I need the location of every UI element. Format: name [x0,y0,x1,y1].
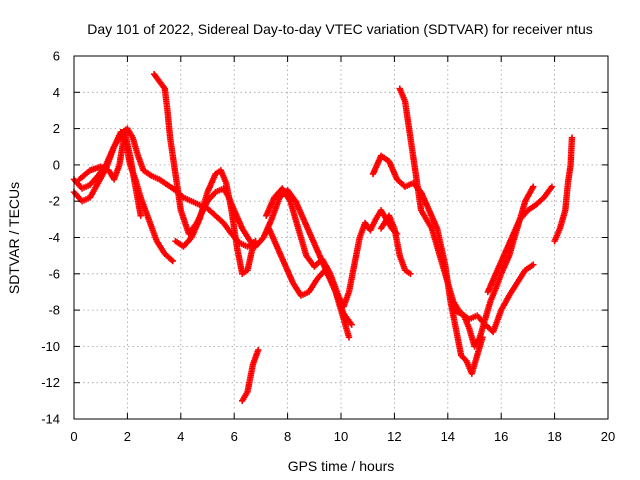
x-tick-labels: 0 2 4 6 8 10 12 14 16 18 20 [70,429,615,444]
series-arc-7 [263,185,401,310]
data-point [249,243,257,250]
axis-ticks [73,55,609,420]
series-arc-2 [70,125,259,250]
series-arc-4 [150,70,355,328]
x-tick-label: 4 [177,429,184,444]
x-tick-label: 6 [231,429,238,444]
series-arc-9 [369,152,486,377]
y-tick-label: -12 [41,375,60,390]
data-point [345,334,353,341]
y-tick-label: -10 [41,339,60,354]
x-axis-label: GPS time / hours [288,458,395,474]
data-point [530,261,537,268]
x-tick-label: 12 [387,429,401,444]
x-tick-label: 8 [284,429,291,444]
y-tick-label: 6 [53,49,60,64]
series-arc-12 [449,261,537,336]
data-point [348,321,355,328]
x-tick-label: 14 [441,429,455,444]
series-arc-13 [484,183,556,296]
data-point [137,212,144,219]
y-tick-label: 0 [53,157,60,172]
data-point [568,134,576,141]
data-point [530,183,537,190]
y-axis-label: SDTVAR / TECUs [6,182,22,294]
y-tick-label: -4 [48,230,60,245]
data-points [70,70,576,405]
data-point [407,270,414,277]
series-arc-6 [239,346,262,405]
y-tick-label: -6 [48,266,60,281]
x-tick-label: 10 [334,429,348,444]
y-tick-label: -8 [48,303,60,318]
series-arc-8 [265,225,353,341]
x-tick-label: 20 [601,429,615,444]
y-tick-label: 4 [53,85,60,100]
y-tick-label: -14 [41,412,60,427]
series-arc-3 [76,129,144,219]
data-point [169,257,176,265]
chart-title: Day 101 of 2022, Sidereal Day-to-day VTE… [87,21,593,37]
y-tick-label: 2 [53,121,60,136]
series-arc-11 [377,212,414,277]
series-arc-5 [172,167,257,277]
data-point [548,183,556,190]
y-tick-labels: -14 -12 -10 -8 -6 -4 -2 0 2 4 6 [41,49,60,427]
x-tick-label: 0 [70,429,77,444]
data-point [255,346,262,354]
x-tick-label: 18 [547,429,561,444]
x-tick-label: 16 [494,429,508,444]
y-tick-label: -2 [48,194,60,209]
x-tick-label: 2 [124,429,131,444]
series-arc-14 [551,134,576,245]
